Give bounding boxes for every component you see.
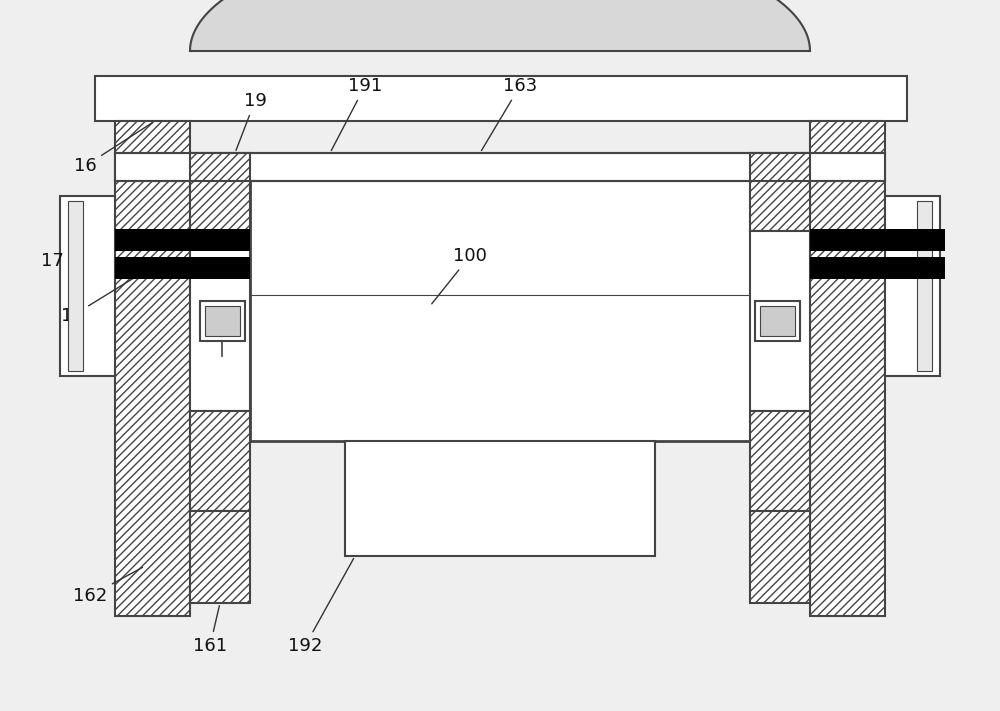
Text: 19: 19 xyxy=(236,92,266,151)
Text: 16: 16 xyxy=(74,122,153,175)
Bar xyxy=(750,411,810,511)
Text: 18: 18 xyxy=(61,269,148,325)
Polygon shape xyxy=(190,0,810,51)
Bar xyxy=(810,121,885,616)
Bar xyxy=(190,153,250,231)
Bar xyxy=(810,257,945,279)
Text: 100: 100 xyxy=(432,247,487,304)
Bar xyxy=(190,411,250,511)
Text: 162: 162 xyxy=(73,567,143,605)
Bar xyxy=(250,176,750,441)
Bar xyxy=(750,153,810,231)
Bar xyxy=(755,301,800,341)
Bar xyxy=(190,231,250,411)
Bar xyxy=(115,257,250,279)
Bar xyxy=(750,231,810,411)
Bar xyxy=(190,511,250,603)
Bar xyxy=(68,201,83,371)
Bar xyxy=(115,121,190,616)
Bar xyxy=(200,301,245,341)
Bar xyxy=(760,306,795,336)
Bar xyxy=(885,196,940,376)
Bar xyxy=(95,76,907,121)
Bar xyxy=(115,229,250,251)
Text: 161: 161 xyxy=(193,606,227,655)
Text: 191: 191 xyxy=(331,77,382,151)
Text: 163: 163 xyxy=(481,77,537,151)
Bar xyxy=(810,229,945,251)
Bar xyxy=(917,201,932,371)
Bar xyxy=(205,306,240,336)
Text: 192: 192 xyxy=(288,558,354,655)
Bar xyxy=(115,153,885,181)
Bar xyxy=(345,441,655,556)
Bar xyxy=(60,196,115,376)
Text: 17: 17 xyxy=(41,252,83,279)
Bar xyxy=(750,511,810,603)
